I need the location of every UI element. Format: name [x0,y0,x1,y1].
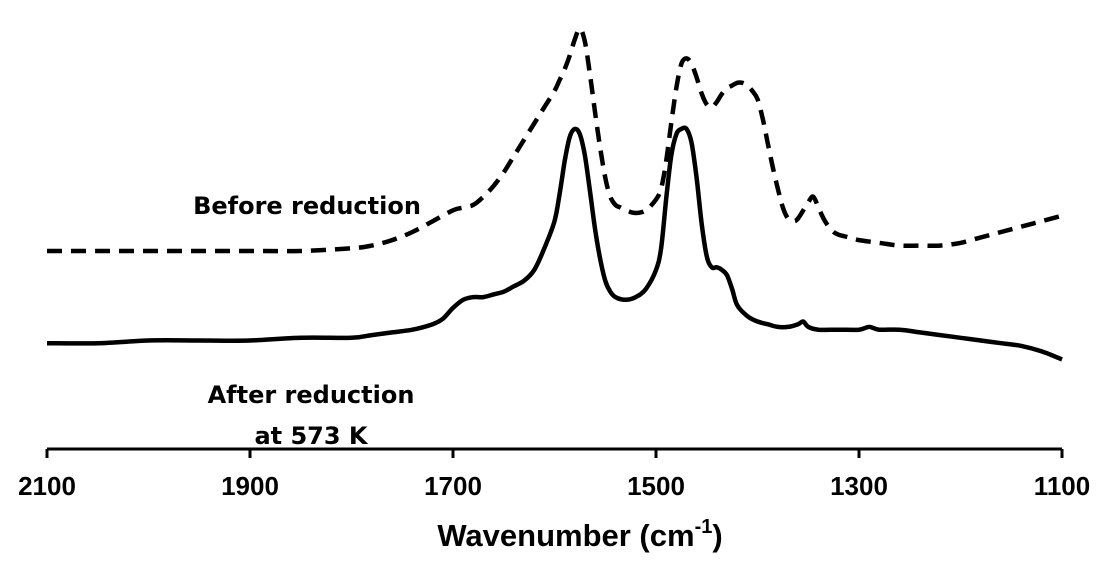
annotation-before-reduction: Before reduction [193,192,421,220]
x-tick-label: 2100 [18,471,76,501]
x-axis-ticks: 2100 1900 1700 1500 1300 1100 [18,449,1090,501]
x-axis-title-main: Wavenumber (cm [437,518,694,553]
x-tick-label: 1100 [1034,471,1090,501]
x-axis-title-close: ) [712,518,722,553]
x-tick-label: 1900 [221,471,279,501]
x-axis-title: Wavenumber (cm-1) [437,516,722,553]
x-tick-label: 1500 [627,471,685,501]
plot-area [46,26,1063,362]
series-line-after-reduction [46,125,1063,362]
annotation-after-reduction-line1: After reduction [208,381,415,409]
x-tick-label: 1700 [424,471,482,501]
x-axis-title-superscript: -1 [695,516,713,538]
x-tick-label: 1300 [830,471,888,501]
annotation-after-reduction-line2: at 573 K [254,422,368,450]
